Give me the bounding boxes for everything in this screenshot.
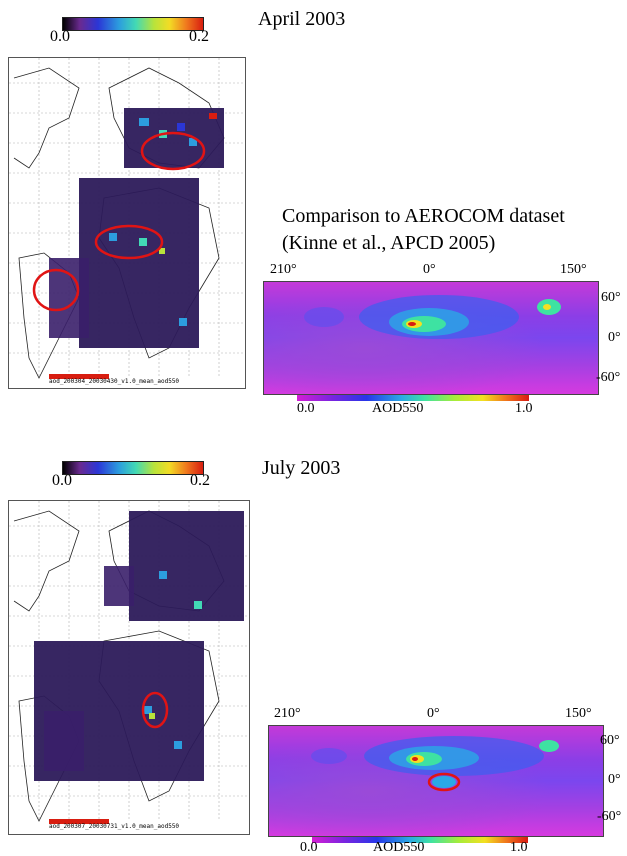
july-colorbar-max: 0.2 [190, 472, 210, 489]
aerocom-bottom-lat-60: 60° [600, 733, 620, 748]
aerocom-bottom-colorbar [312, 837, 528, 843]
aerocom-top-cb-label: AOD550 [372, 401, 424, 416]
aerocom-top-lat-neg60: -60° [596, 370, 621, 385]
aerocom-bottom-cb-max: 1.0 [510, 840, 528, 855]
april-colorbar-min: 0.0 [50, 28, 70, 45]
aerocom-bottom-lon-left: 210° [274, 706, 301, 721]
april-colorbar [62, 17, 204, 31]
aerocom-bottom-map [268, 725, 604, 837]
aerocom-bottom-lat-0: 0° [608, 772, 621, 787]
july-map-footer: aod_200307_20030731_v1.0_mean_aod550 [49, 823, 180, 830]
april-title: April 2003 [258, 8, 346, 30]
aerocom-bottom-lon-center: 0° [427, 706, 440, 721]
april-satellite-map: aod_200304_20030430_v1.0_mean_aod550 [8, 57, 246, 389]
aod-pixels-africa-ocean [34, 641, 204, 781]
mini-colorbar [49, 374, 109, 379]
highlight-circle [141, 691, 169, 729]
aod-pixels-europe [104, 511, 244, 621]
aerocom-top-lat-0: 0° [608, 330, 621, 345]
aod-pixels-europe [124, 108, 224, 168]
july-title: July 2003 [262, 457, 341, 479]
highlight-circles [32, 131, 206, 312]
july-satellite-map: aod_200307_20030731_v1.0_mean_aod550 [8, 500, 250, 835]
aerocom-bottom-cb-label: AOD550 [373, 840, 425, 855]
april-colorbar-max: 0.2 [189, 28, 209, 45]
aerocom-top-lon-left: 210° [270, 262, 297, 277]
highlight-circle [427, 772, 461, 792]
aerocom-top-cb-min: 0.0 [297, 401, 315, 416]
aerocom-top-cb-max: 1.0 [515, 401, 533, 416]
aerocom-top-colorbar [297, 395, 529, 401]
july-colorbar [62, 461, 204, 475]
aerocom-top-map [263, 281, 599, 395]
aerocom-bottom-cb-min: 0.0 [300, 840, 318, 855]
mini-colorbar [49, 819, 109, 824]
aerocom-top-lon-center: 0° [423, 262, 436, 277]
aerocom-bottom-lon-right: 150° [565, 706, 592, 721]
aod-pixels-africa-ocean [49, 178, 199, 348]
april-map-footer: aod_200304_20030430_v1.0_mean_aod550 [49, 378, 180, 385]
comparison-title: Comparison to AEROCOM dataset [282, 205, 565, 227]
aerocom-top-lon-right: 150° [560, 262, 587, 277]
aerocom-bottom-lat-neg60: -60° [597, 809, 622, 824]
july-colorbar-min: 0.0 [52, 472, 72, 489]
comparison-citation: (Kinne et al., APCD 2005) [282, 232, 496, 254]
aerocom-top-lat-60: 60° [601, 290, 621, 305]
